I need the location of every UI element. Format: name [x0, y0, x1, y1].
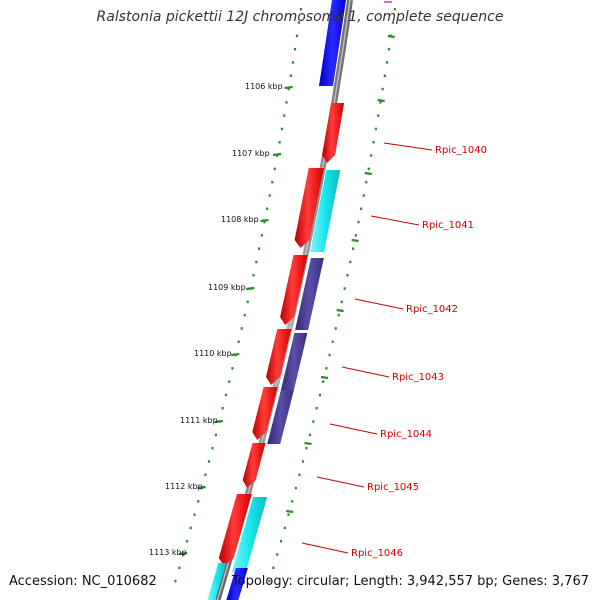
scale-label-1109: 1109 kbp	[208, 283, 246, 292]
scale-label-1107: 1107 kbp	[232, 149, 270, 158]
gene-features	[207, 0, 346, 600]
slate-gene	[267, 390, 294, 444]
major-tick	[364, 171, 372, 176]
cyan-gene	[231, 497, 268, 572]
gene-label-rpic-1041[interactable]: Rpic_1041	[422, 220, 474, 231]
leader-line	[370, 215, 420, 226]
major-tick	[351, 238, 359, 243]
red-gene	[280, 255, 308, 325]
gene-label-rpic-1044[interactable]: Rpic_1044	[380, 429, 432, 440]
cyan-gene	[207, 563, 227, 600]
major-tick	[320, 375, 329, 380]
blue-gene	[226, 568, 248, 600]
slate-gene	[295, 258, 324, 330]
major-tick	[178, 551, 188, 556]
leader-line	[341, 366, 390, 378]
slate-gene	[280, 333, 308, 390]
gene-label-rpic-1043[interactable]: Rpic_1043	[392, 372, 444, 383]
red-gene	[266, 329, 292, 385]
cyan-gene	[310, 170, 341, 252]
leader-line	[301, 542, 349, 554]
gene-label-rpic-1046[interactable]: Rpic_1046	[351, 548, 403, 559]
major-tick	[214, 419, 224, 424]
gene-label-rpic-1042[interactable]: Rpic_1042	[406, 304, 458, 315]
scale-label-1112: 1112 kbp	[165, 482, 203, 491]
leader-line	[354, 298, 404, 310]
leader-line	[383, 142, 433, 151]
red-gene	[218, 494, 252, 566]
major-tick	[284, 85, 293, 90]
major-tick	[336, 308, 344, 313]
leader-line	[316, 476, 365, 488]
major-tick	[304, 441, 312, 446]
major-tick	[246, 286, 255, 291]
label-leader-lines	[301, 1, 433, 554]
scale-label-1108: 1108 kbp	[221, 215, 259, 224]
scale-label-1110: 1110 kbp	[194, 349, 232, 358]
gene-labels: Rpic_1040 Rpic_1041 Rpic_1042 Rpic_1043 …	[351, 145, 487, 559]
scale-label-1113: 1113 kbp	[149, 548, 187, 557]
scale-label-1106: 1106 kbp	[245, 82, 283, 91]
red-gene	[322, 103, 345, 163]
major-tick	[272, 152, 282, 157]
scale-labels: 1106 kbp 1107 kbp 1108 kbp 1109 kbp 1110…	[149, 82, 283, 557]
map-title: Ralstonia pickettii 12J chromosome 1, co…	[96, 9, 504, 25]
gene-label-rpic-1040[interactable]: Rpic_1040	[435, 145, 487, 156]
major-tick	[387, 34, 395, 39]
tick-marks	[174, 8, 396, 583]
red-gene	[252, 387, 278, 440]
blue-gene	[319, 0, 346, 86]
leader-line	[329, 423, 378, 435]
red-gene	[242, 443, 266, 488]
major-tick	[260, 218, 269, 223]
scale-label-1111: 1111 kbp	[180, 416, 218, 425]
red-gene	[294, 168, 324, 248]
accession-label: Accession: NC_010682	[9, 574, 157, 589]
major-tick	[286, 509, 294, 514]
major-tick	[197, 485, 206, 490]
major-tick	[377, 98, 385, 103]
topology-summary: Topology: circular; Length: 3,942,557 bp…	[231, 574, 589, 589]
major-tick	[231, 352, 240, 357]
gene-label-rpic-1045[interactable]: Rpic_1045	[367, 482, 419, 493]
